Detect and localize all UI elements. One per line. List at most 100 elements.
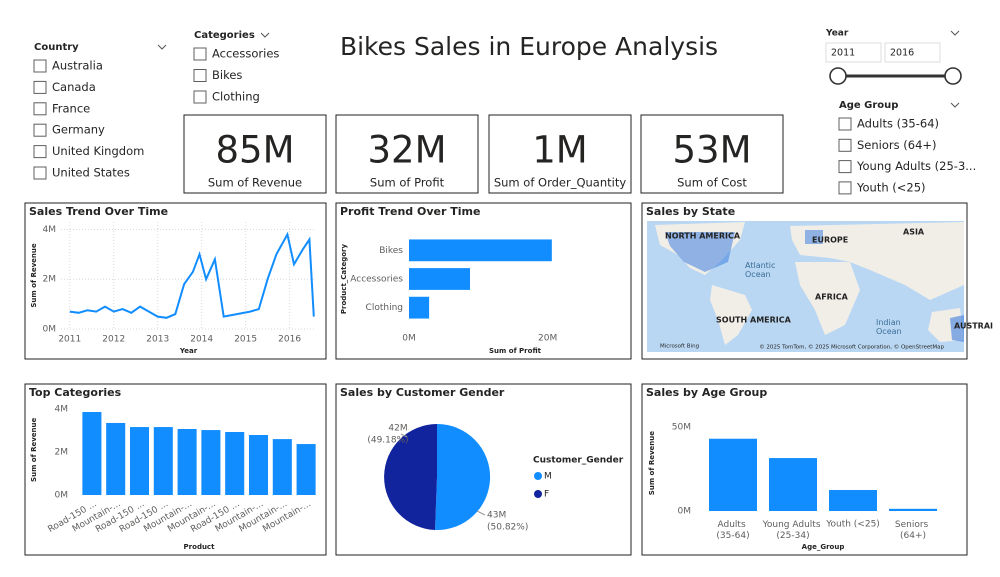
map-land [710,285,752,345]
checkbox[interactable] [193,69,207,82]
checkbox[interactable] [33,80,47,94]
y-tick-label: 4M [55,405,69,415]
slicer-item[interactable]: United States [52,166,130,180]
card [183,114,327,194]
x-tick-label: 2016 [278,335,301,345]
legend-title: Customer_Gender [533,456,624,466]
checkbox[interactable] [838,138,852,152]
map-region [805,230,823,244]
map-copyright: © 2025 TomTom, © 2025 Microsoft Corporat… [759,344,944,351]
dropdown-chevron[interactable] [260,32,270,38]
panel-title: Profit Trend Over Time [340,205,480,218]
checkbox[interactable] [33,59,47,73]
slicer-title: Categories [194,30,255,41]
checkbox[interactable] [33,166,47,180]
slicer-item[interactable]: Clothing [212,90,260,104]
x-axis-title: Age_Group [802,543,845,551]
slicer-item[interactable]: Canada [52,80,96,94]
map-land [795,262,860,335]
dropdown-chevron[interactable] [950,102,960,108]
data-label: 43M [487,511,506,521]
slicer-title: Year [825,29,849,39]
year-input-value[interactable]: 2016 [890,48,914,59]
map-region [950,315,964,342]
bar [177,428,197,495]
map-label: Atlantic Ocean [745,261,778,279]
card-label: Sum of Profit [370,176,445,190]
pie-slice[interactable] [435,423,491,530]
category-label: Seniors (64+) [895,520,931,541]
checkbox[interactable] [838,181,852,195]
map-label: ASIA [903,228,925,237]
checkbox[interactable] [838,160,852,174]
category-label: Young Adults (25-34) [762,520,824,541]
y-tick-label: 0M [678,507,692,517]
card-label: Sum of Revenue [208,176,302,190]
x-tick-label: 2013 [146,335,169,345]
bar [129,427,150,495]
map[interactable] [647,221,964,352]
checkbox[interactable] [33,123,47,137]
y-axis-title: Product_Category [340,243,348,314]
map-region [665,232,735,272]
slider-handle[interactable] [944,67,962,85]
map-label: SOUTH AMERICA [716,316,792,325]
category-label: Adults (35-64) [716,520,749,541]
legend-label[interactable]: M [544,472,552,482]
x-tick-label: 2015 [234,335,257,345]
data-label: 42M [388,424,407,434]
category-label: Accessories [350,275,403,285]
data-label: (50.82%) [487,523,528,533]
checkbox[interactable] [193,47,207,61]
slicer-item[interactable]: Germany [52,123,105,137]
card-value: 1M [532,129,587,172]
slicer-item[interactable]: Australia [52,59,103,73]
checkbox[interactable] [838,117,852,131]
year-input-value[interactable]: 2011 [831,48,855,59]
slicer-item[interactable]: France [52,101,90,115]
slicer-title: Age Group [839,100,898,111]
slicer-item[interactable]: Young Adults (25-3... [856,159,976,173]
slicer-item[interactable]: Youth (<25) [856,180,926,194]
pie-slice[interactable] [384,424,437,530]
year-input[interactable] [884,42,941,63]
bar [296,444,316,495]
y-tick-label: 2M [43,275,57,285]
panel-title: Top Categories [29,386,122,399]
slider-handle[interactable] [829,67,847,85]
x-axis-title: Sum of Profit [489,347,542,355]
y-axis-title: Sum of Revenue [30,243,38,307]
year-input[interactable] [825,42,882,63]
checkbox[interactable] [193,90,207,104]
card [335,114,479,194]
bar [709,438,757,511]
map-label: AUSTRAI [954,322,993,331]
map-label: NORTH AMERICA [665,232,741,241]
dropdown-chevron[interactable] [950,30,960,36]
legend-swatch[interactable] [534,472,542,480]
slicer-item[interactable]: Adults (35-64) [857,117,939,131]
bar [769,458,817,511]
bar [106,422,126,495]
bar [82,412,102,495]
slicer-title: Country [34,42,79,53]
slicer-item[interactable]: Seniors (64+) [857,138,937,152]
slicer-item[interactable]: Bikes [212,68,242,82]
y-tick-label: 50M [672,422,691,432]
slicer-item[interactable]: United Kingdom [52,144,144,158]
panel-title: Sales by State [646,205,735,218]
slicer-item[interactable]: Accessories [212,47,279,61]
bar [272,439,292,495]
bar [889,508,937,511]
card-value: 32M [367,129,446,172]
card [488,114,632,194]
x-tick-label: 0M [402,334,416,344]
map-label: Indian Ocean [876,318,903,336]
checkbox[interactable] [33,145,47,159]
legend-label[interactable]: F [544,490,549,500]
dropdown-chevron[interactable] [157,44,167,50]
checkbox[interactable] [33,102,47,116]
category-label: Clothing [366,303,403,313]
legend-swatch[interactable] [534,490,542,498]
